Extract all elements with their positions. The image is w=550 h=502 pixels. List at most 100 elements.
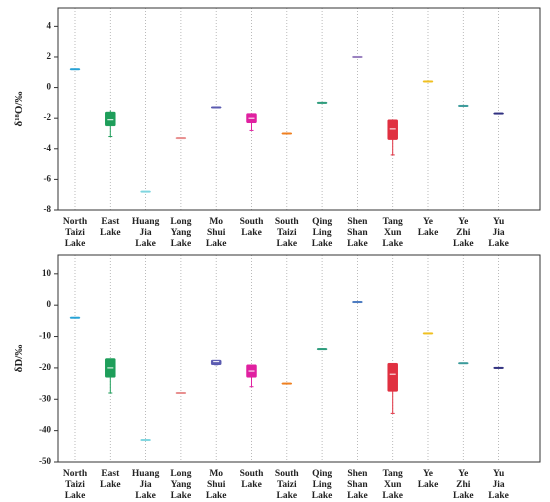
box xyxy=(105,111,116,127)
box xyxy=(316,348,328,351)
y-tick-label: -4 xyxy=(44,143,52,153)
x-tick-label-line: Lake xyxy=(418,480,439,490)
box xyxy=(175,137,187,140)
box xyxy=(352,301,363,304)
x-tick-label-line: East xyxy=(101,469,120,479)
box xyxy=(458,362,469,365)
x-tick-label-line: Lake xyxy=(135,491,156,501)
x-tick-label-line: Ye xyxy=(458,217,468,227)
x-tick-label-line: Lake xyxy=(100,228,121,238)
x-tick-label-line: South xyxy=(240,469,264,479)
x-tick-label-line: Shen xyxy=(347,469,368,479)
x-tick-label-line: Shan xyxy=(347,228,368,238)
y-tick-label: -20 xyxy=(39,362,51,372)
x-tick-label-line: Yu xyxy=(493,217,505,227)
x-tick-label-line: Tang xyxy=(383,469,403,479)
x-tick-label-line: East xyxy=(101,217,120,227)
x-tick-label: Qing Ling Lake xyxy=(312,217,333,249)
x-tick-label-line: Ling xyxy=(313,480,332,490)
box xyxy=(140,190,151,193)
y-tick-label: 10 xyxy=(42,268,52,278)
x-tick-label-line: Ling xyxy=(313,228,332,238)
x-tick-label: Ye Lake xyxy=(418,217,439,238)
x-tick-label-line: North xyxy=(63,469,88,479)
x-tick-label-line: Yang xyxy=(171,480,192,490)
x-tick-label-line: Yang xyxy=(171,228,192,238)
box xyxy=(175,392,187,394)
x-tick-label-line: Lake xyxy=(277,491,298,501)
box xyxy=(493,112,504,115)
x-tick-label-line: Lake xyxy=(347,491,368,501)
x-tick-label-line: Lake xyxy=(488,239,509,249)
x-tick-label-line: Taizi xyxy=(65,228,85,238)
x-tick-label: Long Yang Lake xyxy=(170,217,191,249)
x-tick-label-line: Zhi xyxy=(456,228,471,238)
y-tick-label: 0 xyxy=(47,82,52,92)
x-tick-label-line: Lake xyxy=(135,239,156,249)
x-tick-label-line: Jia xyxy=(140,480,152,490)
box xyxy=(316,101,328,104)
x-tick-label: South Lake xyxy=(240,469,264,490)
x-tick-label-line: Lake xyxy=(65,239,86,249)
x-tick-label-line: Xun xyxy=(384,228,402,238)
x-tick-label-line: Jia xyxy=(493,228,505,238)
x-tick-label: Long Yang Lake xyxy=(170,469,191,501)
x-tick-label-line: Taizi xyxy=(277,228,297,238)
x-tick-label-line: South xyxy=(275,469,299,479)
x-tick-label: Ye Zhi Lake xyxy=(453,217,474,249)
x-tick-label-line: Shui xyxy=(207,228,226,238)
x-tick-label-line: Ye xyxy=(458,469,468,479)
x-tick-label-line: Long xyxy=(170,217,191,227)
x-tick-label: Yu Jia Lake xyxy=(488,469,509,501)
x-tick-label-line: Shui xyxy=(207,480,226,490)
x-tick-label: North Taizi Lake xyxy=(63,469,88,501)
y-tick-label: -30 xyxy=(39,393,51,403)
x-tick-label: Ye Lake xyxy=(418,469,439,490)
x-tick-label-line: North xyxy=(63,217,88,227)
x-tick-label: Huang Jia Lake xyxy=(132,217,160,249)
x-tick-label: Tang Xun Lake xyxy=(382,217,403,249)
y-tick-label: -6 xyxy=(44,173,52,183)
x-tick-label-line: Lake xyxy=(241,480,262,490)
box xyxy=(422,80,434,83)
x-tick-label: Yu Jia Lake xyxy=(488,217,509,249)
y-axis-label: δ¹⁸O/‰ xyxy=(13,92,25,127)
x-tick-label: Tang Xun Lake xyxy=(382,469,403,501)
box xyxy=(387,119,398,140)
x-tick-label-line: Xun xyxy=(384,480,402,490)
x-tick-label: Mo Shui Lake xyxy=(206,217,227,249)
x-tick-label-line: Lake xyxy=(241,228,262,238)
y-tick-label: 0 xyxy=(47,299,52,309)
x-tick-label-line: Lake xyxy=(453,239,474,249)
y-tick-label: -10 xyxy=(39,331,51,341)
box xyxy=(422,332,434,335)
y-tick-label: -8 xyxy=(44,204,52,214)
x-tick-label-line: Qing xyxy=(312,469,332,479)
x-tick-label-line: Lake xyxy=(277,239,298,249)
x-tick-label-line: Long xyxy=(170,469,191,479)
x-tick-label-line: Ye xyxy=(423,217,433,227)
box xyxy=(281,382,293,385)
x-tick-label-line: Lake xyxy=(65,491,86,501)
box xyxy=(281,132,293,135)
x-tick-label-line: Lake xyxy=(382,239,403,249)
plot-frame xyxy=(57,254,541,463)
x-tick-label-line: Lake xyxy=(382,491,403,501)
y-tick-label: -2 xyxy=(44,112,52,122)
x-tick-label-line: Qing xyxy=(312,217,332,227)
x-tick-label-line: Shen xyxy=(347,217,368,227)
x-tick-label-line: Lake xyxy=(206,491,227,501)
x-tick-label: South Taizi Lake xyxy=(275,469,299,501)
box xyxy=(387,362,398,392)
x-tick-label: North Taizi Lake xyxy=(63,217,88,249)
x-tick-label-line: Yu xyxy=(493,469,505,479)
x-tick-label: Mo Shui Lake xyxy=(206,469,227,501)
x-tick-label-line: Lake xyxy=(206,239,227,249)
box xyxy=(210,359,222,366)
box xyxy=(493,366,504,369)
x-tick-label: Huang Jia Lake xyxy=(132,469,160,501)
x-tick-label: East Lake xyxy=(100,469,121,490)
x-tick-label-line: Lake xyxy=(453,491,474,501)
y-tick-label: 4 xyxy=(47,20,52,30)
